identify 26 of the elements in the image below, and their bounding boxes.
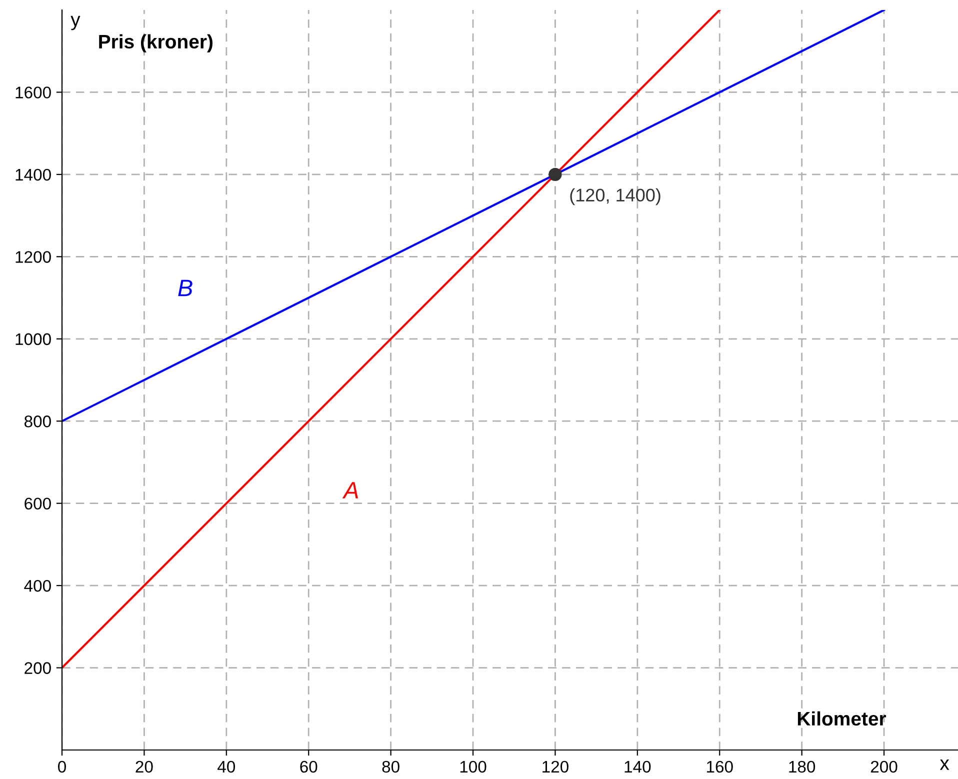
- x-tick-label: 140: [624, 760, 651, 773]
- annotation: (120, 1400): [570, 188, 660, 206]
- x-axis-title: Kilometer: [798, 711, 886, 726]
- y-tick-label: 1600: [16, 86, 51, 98]
- x-tick-label: 60: [300, 760, 318, 773]
- y-tick-label: 1200: [16, 251, 51, 263]
- y-tick-label: 1000: [16, 333, 51, 346]
- x-tick-label: 200: [870, 760, 898, 773]
- y-tick-label: 600: [24, 498, 51, 510]
- y-tick-label: 800: [24, 416, 51, 428]
- text: B: [178, 280, 192, 296]
- x-tick-label: 160: [706, 760, 733, 773]
- text: A: [342, 482, 358, 498]
- y-tick-label: 200: [24, 662, 51, 674]
- y-tick-label: 400: [24, 580, 51, 592]
- y-axis-title: Pris (kroner): [99, 34, 212, 52]
- x-tick-label: 120: [542, 760, 568, 773]
- x-tick-label: 80: [382, 760, 400, 773]
- text: x: [940, 760, 950, 770]
- x-tick-label: 0: [58, 760, 66, 773]
- annotation: y: [70, 16, 80, 30]
- x-tick-label: 40: [218, 760, 236, 773]
- x-tick-label: 180: [789, 760, 816, 773]
- y-tick-label: 1400: [16, 168, 51, 181]
- x-tick-label: 100: [460, 760, 486, 773]
- x-tick-label: 20: [136, 760, 153, 773]
